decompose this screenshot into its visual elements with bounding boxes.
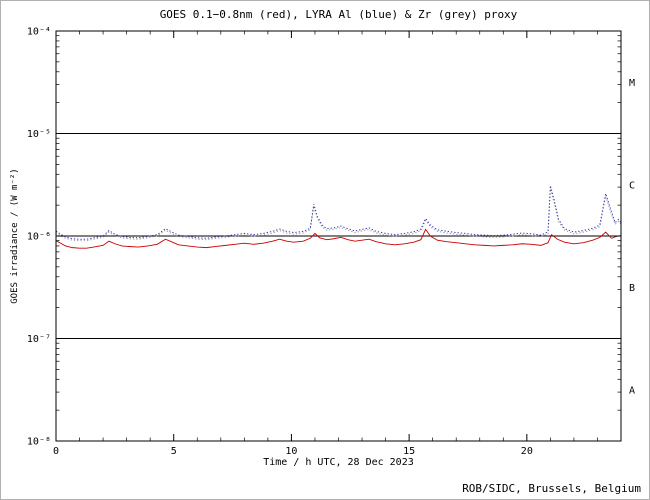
series-goes-0-1-0-8nm <box>55 228 622 249</box>
y-tick-label: 10⁻⁵ <box>27 129 51 140</box>
flare-class-label-b: B <box>629 283 635 294</box>
flare-class-label-a: A <box>629 385 635 396</box>
y-tick-label: 10⁻⁸ <box>27 437 51 448</box>
flare-class-label-m: M <box>629 78 635 89</box>
x-tick-label: 20 <box>521 446 533 457</box>
x-tick-label: 5 <box>171 446 177 457</box>
series-lyra-zr-proxy <box>55 188 622 242</box>
x-axis-minor-ticks <box>79 31 622 441</box>
x-tick-label: 15 <box>403 446 415 457</box>
x-tick-label: 10 <box>285 446 297 457</box>
credit-text: ROB/SIDC, Brussels, Belgium <box>462 482 641 495</box>
x-tick-label: 0 <box>53 446 59 457</box>
y-tick-label: 10⁻⁶ <box>27 232 51 243</box>
y-axis-label: GOES irradiance / (W m⁻²) <box>10 168 20 304</box>
y-axis-minor-ticks <box>56 35 621 411</box>
x-axis-label: Time / h UTC, 28 Dec 2023 <box>263 457 414 468</box>
flare-class-labels: M C B A <box>629 78 635 397</box>
series-lyra-al <box>55 185 622 240</box>
flare-class-label-c: C <box>629 180 635 191</box>
y-axis-ticks: 10⁻⁴ 10⁻⁵ 10⁻⁶ 10⁻⁷ 10⁻⁸ <box>27 27 621 448</box>
y-tick-label: 10⁻⁷ <box>27 334 51 345</box>
x-axis-ticks: 0 5 10 15 20 <box>53 31 533 457</box>
y-tick-label: 10⁻⁴ <box>27 27 51 38</box>
series-group <box>55 185 622 249</box>
chart-title: GOES 0.1−0.8nm (red), LYRA Al (blue) & Z… <box>159 8 518 21</box>
